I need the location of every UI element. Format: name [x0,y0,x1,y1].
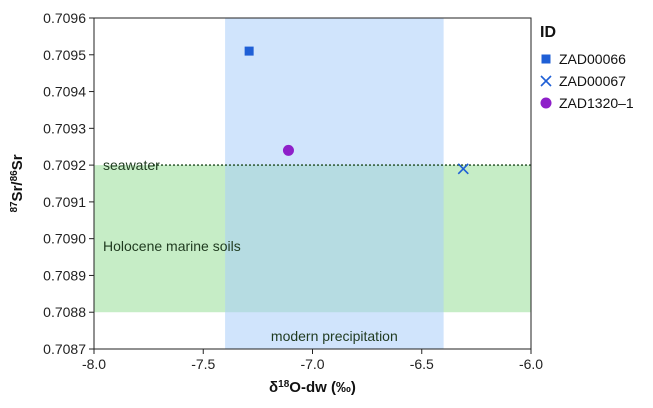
region-modern-precipitation [225,18,444,349]
y-axis-title-part1: Sr/ [9,181,26,202]
x-tick-label: -7.0 [300,356,324,372]
legend-title: ID [540,24,556,41]
legend-label: ZAD00067 [559,73,626,89]
point-zad1320-1 [282,144,294,156]
y-tick-label: 0.7096 [43,10,86,26]
y-axis-title: 87Sr/86Sr [9,154,27,212]
y-tick-label: 0.7095 [43,47,86,63]
regions-layer [94,18,531,349]
y-tick-label: 0.7087 [43,341,86,357]
legend-marker-zad1320-1 [540,97,552,109]
y-axis-ticks: 0.7087 0.7088 0.7089 0.7090 0.7091 0.7092 0.70… [43,10,94,357]
x-axis-title: δ18O-dw (‰) [269,379,356,397]
y-tick-label: 0.7092 [43,157,86,173]
x-axis-ticks: -8.0 -7.5 -7.0 -6.5 -6.0 [82,349,543,372]
y-tick-label: 0.7093 [43,120,86,136]
y-tick-label: 0.7088 [43,304,86,320]
legend-label: ZAD1320–1 [559,95,634,111]
y-tick-label: 0.7094 [43,84,86,100]
legend: ID ZAD00066 ZAD00067 ZAD1320–1 [540,24,634,111]
y-axis-title-part2: Sr [9,154,26,170]
x-axis-title-superscript: 18 [278,379,290,390]
x-tick-label: -6.0 [519,356,543,372]
x-tick-label: -8.0 [82,356,106,372]
legend-marker-zad00067 [540,75,552,87]
x-tick-label: -6.5 [410,356,434,372]
point-zad00067 [457,163,469,175]
y-tick-label: 0.7091 [43,194,86,210]
y-axis-title-sup1: 87 [9,201,20,213]
legend-label: ZAD00066 [559,51,626,67]
seawater-label: seawater [103,157,160,173]
y-tick-label: 0.7089 [43,267,86,283]
y-tick-label: 0.7090 [43,231,86,247]
holocene-marine-soils-label: Holocene marine soils [103,238,241,254]
point-zad00066 [244,46,254,56]
legend-marker-zad00066 [541,54,551,64]
y-axis-title-sup2: 86 [9,170,20,182]
x-axis-title-delta: δ [269,379,278,396]
modern-precipitation-label: modern precipitation [271,328,398,344]
data-points [244,46,469,175]
legend-items: ZAD00066 ZAD00067 ZAD1320–1 [540,51,634,111]
x-axis-title-rest: O-dw (‰) [289,379,356,396]
x-tick-label: -7.5 [191,356,215,372]
